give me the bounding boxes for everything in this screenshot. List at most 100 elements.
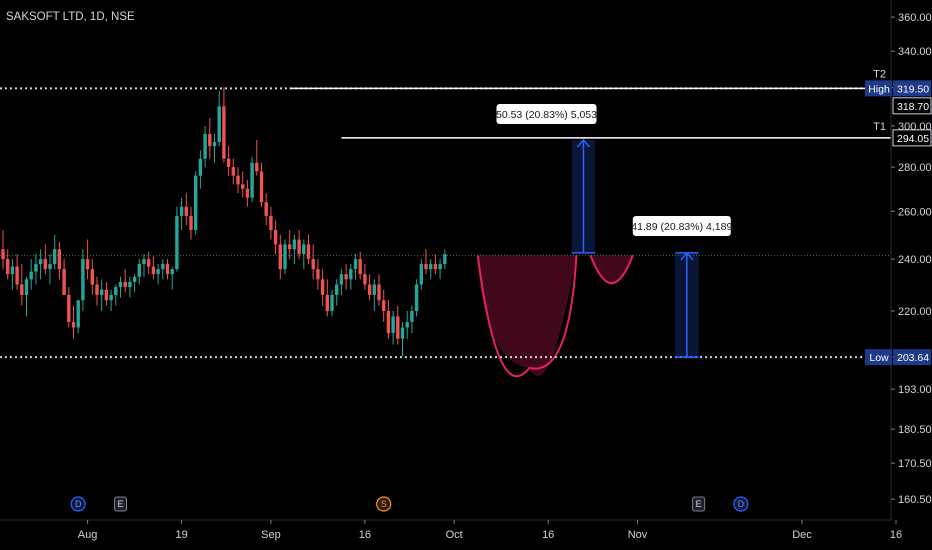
candle-body: [156, 269, 160, 275]
candle-body: [217, 106, 221, 143]
candle-body: [353, 259, 358, 270]
candle-body: [288, 244, 292, 250]
candle-body: [184, 206, 188, 216]
t2-label: T2: [873, 68, 886, 80]
x-tick-label: Dec: [792, 529, 812, 541]
candle-body: [48, 264, 52, 270]
candle-body: [109, 294, 113, 301]
candle-body: [161, 264, 165, 270]
candle-body: [114, 287, 118, 295]
t1-value-bg: [892, 129, 932, 147]
candle-body: [236, 175, 240, 185]
last-price-bg: [892, 97, 932, 115]
candle-body: [10, 266, 15, 275]
measure-tools: 50.53 (20.83%) 5,053 41.89 (20.83%) 4,189: [496, 104, 732, 358]
candle-body: [95, 284, 99, 295]
candle-body: [76, 300, 80, 328]
candle-body: [24, 279, 29, 295]
candle-body: [405, 321, 409, 328]
candle-body: [198, 158, 203, 176]
candle-body: [142, 259, 146, 265]
candle-body: [128, 281, 132, 288]
y-tick-label: 220.00: [898, 306, 932, 318]
candle-body: [100, 289, 104, 295]
earnings-letter: E: [696, 499, 702, 509]
candle-body: [358, 259, 362, 275]
candle-body: [123, 281, 127, 288]
candle-body: [208, 133, 212, 147]
candle-body: [15, 266, 19, 285]
candle-body: [226, 158, 231, 168]
candle-body: [363, 274, 367, 285]
candle-body: [297, 239, 301, 255]
t1-value: 294.05: [897, 133, 929, 145]
candle-body: [203, 133, 207, 159]
measure-arrow-head: [576, 138, 591, 148]
cup-curve: [476, 255, 578, 378]
t1-label: T1: [873, 121, 886, 133]
earnings-marker: [692, 496, 706, 512]
candle-body: [255, 162, 259, 172]
candles: [1, 87, 447, 357]
candle-body: [372, 284, 376, 295]
candle-body: [419, 264, 423, 285]
candle-body: [433, 264, 438, 270]
last-price-value: 318.70: [897, 101, 929, 113]
candle-body: [292, 239, 297, 250]
candle-body: [34, 264, 38, 272]
candle-body: [170, 269, 174, 275]
measure-label-box: [632, 216, 731, 236]
candle-body: [349, 269, 353, 280]
candle-body: [90, 269, 94, 285]
high-tag-value: 319.50: [897, 83, 929, 95]
candle-body: [81, 259, 85, 301]
candle-body: [118, 281, 123, 288]
candle-body: [438, 264, 442, 270]
x-tick-label: Oct: [446, 529, 463, 541]
low-tag-value-bg: [893, 349, 931, 366]
candle-body: [29, 271, 33, 280]
candle-body: [443, 254, 447, 265]
dividend-marker: [70, 496, 86, 512]
candle-body: [241, 184, 245, 189]
candle-body: [400, 327, 405, 339]
low-tag-label-bg: [865, 349, 892, 366]
x-tick-label: 16: [359, 529, 371, 541]
candle-body: [132, 276, 137, 282]
candle-body: [391, 316, 395, 334]
x-tick-label: Aug: [78, 529, 98, 541]
candle-body: [382, 300, 386, 312]
split-letter: S: [381, 499, 387, 509]
y-tick-label: 160.50: [898, 494, 932, 506]
candle-body: [189, 215, 193, 230]
candle-body: [386, 311, 391, 334]
high-tag-value-bg: [893, 80, 931, 97]
candle-body: [231, 167, 235, 176]
x-tick-label: 19: [175, 529, 187, 541]
candle-body: [306, 244, 311, 260]
candle-body: [396, 316, 400, 339]
cup-area: [477, 255, 577, 377]
low-tag-value: 203.64: [897, 352, 929, 364]
candle-body: [410, 311, 414, 322]
candle-body: [316, 269, 320, 280]
candle-body: [67, 294, 71, 322]
earnings-letter: E: [117, 499, 123, 509]
y-tick-label: 280.00: [898, 162, 932, 174]
cup-pattern: [476, 255, 634, 378]
candle-body: [250, 162, 254, 198]
candle-body: [278, 244, 282, 270]
candle-body: [85, 259, 90, 270]
x-tick-label: 16: [542, 529, 554, 541]
measure-label: 50.53 (20.83%) 5,053: [496, 109, 597, 121]
candle-body: [104, 289, 109, 301]
candle-body: [311, 259, 315, 270]
candle-body: [377, 284, 381, 301]
candle-body: [424, 264, 428, 270]
y-tick-label: 170.50: [898, 458, 932, 470]
measure-label-box: [496, 104, 597, 124]
candle-body: [302, 244, 306, 255]
candle-body: [367, 284, 372, 295]
